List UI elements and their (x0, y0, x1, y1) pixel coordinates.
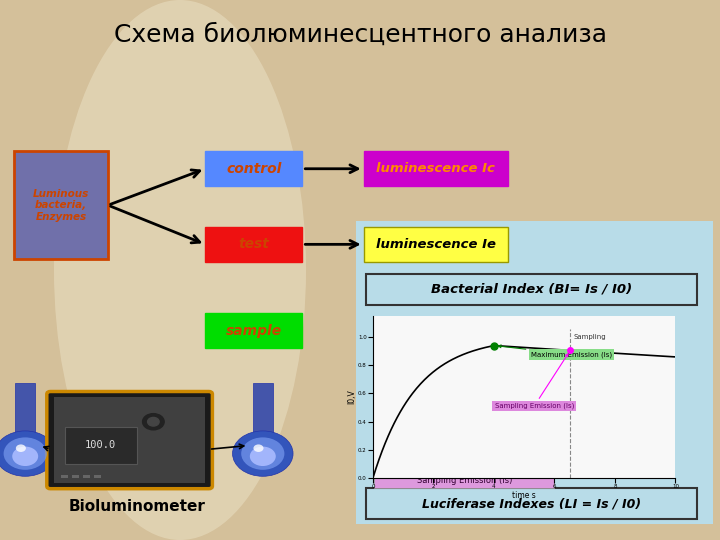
Text: luminescence Ie: luminescence Ie (376, 238, 495, 251)
FancyBboxPatch shape (83, 475, 90, 478)
Text: test: test (238, 238, 269, 251)
Text: Sampling Emission (Is): Sampling Emission (Is) (417, 476, 512, 485)
Circle shape (241, 437, 284, 470)
FancyBboxPatch shape (47, 392, 212, 489)
FancyBboxPatch shape (54, 397, 205, 483)
Text: Bacterial Index (BI= Is / I0): Bacterial Index (BI= Is / I0) (431, 283, 632, 296)
FancyBboxPatch shape (366, 488, 697, 519)
Text: 100.0: 100.0 (85, 441, 117, 450)
Circle shape (12, 447, 38, 466)
FancyBboxPatch shape (374, 473, 554, 488)
FancyBboxPatch shape (15, 383, 35, 448)
FancyBboxPatch shape (61, 475, 68, 478)
FancyBboxPatch shape (65, 427, 137, 464)
Circle shape (250, 447, 276, 466)
Text: Luciferase Indexes (LI = Is / I0): Luciferase Indexes (LI = Is / I0) (422, 497, 641, 510)
Y-axis label: I0,V: I0,V (348, 389, 356, 404)
Circle shape (0, 431, 55, 476)
Text: Luminous
bacteria,
Enzymes: Luminous bacteria, Enzymes (33, 188, 89, 222)
FancyBboxPatch shape (72, 475, 79, 478)
Circle shape (253, 444, 264, 452)
Circle shape (148, 417, 159, 426)
FancyBboxPatch shape (94, 475, 101, 478)
FancyBboxPatch shape (14, 151, 108, 259)
Text: luminescence Ic: luminescence Ic (376, 162, 495, 176)
Text: sample: sample (226, 324, 282, 338)
Text: Bioluminometer: Bioluminometer (68, 499, 205, 514)
FancyBboxPatch shape (205, 227, 302, 262)
FancyBboxPatch shape (366, 274, 697, 305)
X-axis label: time s: time s (513, 490, 536, 500)
FancyBboxPatch shape (364, 151, 508, 186)
FancyBboxPatch shape (205, 313, 302, 348)
Text: control: control (226, 162, 282, 176)
FancyBboxPatch shape (356, 221, 713, 524)
FancyBboxPatch shape (205, 151, 302, 186)
Text: Maximum Emission (Is): Maximum Emission (Is) (498, 345, 612, 357)
FancyBboxPatch shape (253, 383, 273, 448)
Circle shape (16, 444, 26, 452)
Text: Sampling: Sampling (573, 334, 606, 340)
FancyBboxPatch shape (364, 227, 508, 262)
Text: Схема биолюминесцентного анализа: Схема биолюминесцентного анализа (114, 23, 606, 47)
Circle shape (143, 414, 164, 430)
Text: Sampling Emission (Is): Sampling Emission (Is) (495, 354, 574, 409)
Circle shape (4, 437, 47, 470)
Circle shape (233, 431, 293, 476)
Ellipse shape (54, 0, 306, 540)
